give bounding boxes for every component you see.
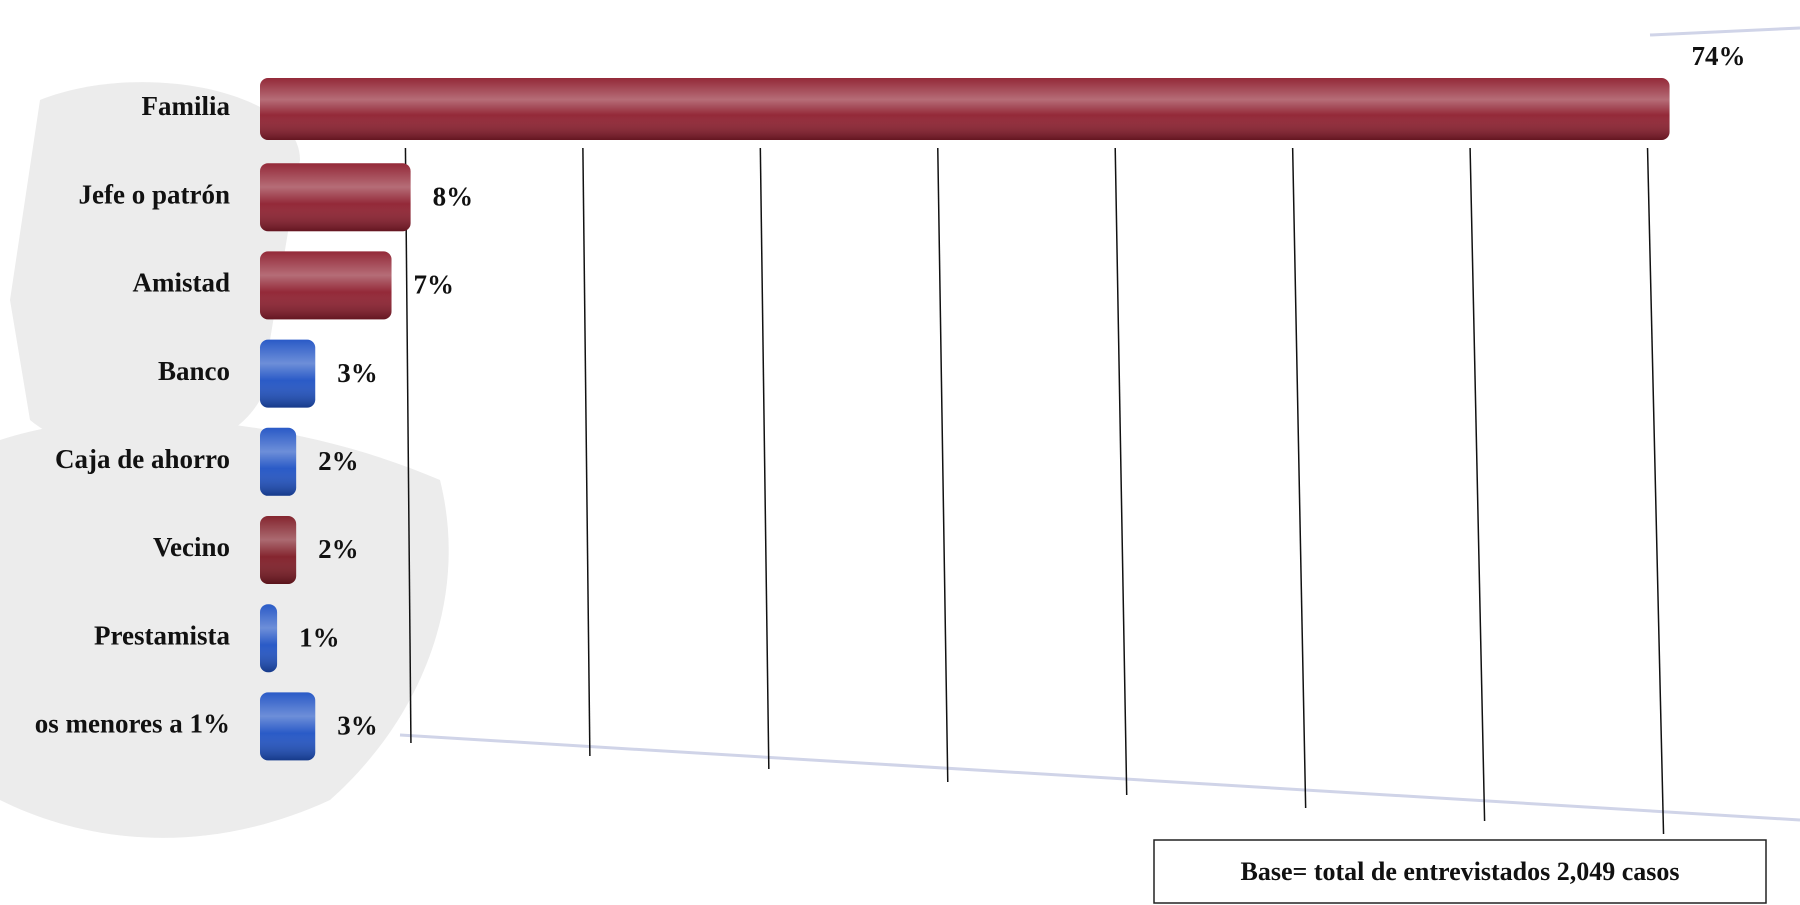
note-box: [1153, 839, 1767, 904]
background-shapes: [0, 82, 449, 838]
back-line: [1649, 26, 1800, 37]
value-label: 1%: [299, 622, 340, 652]
category-label: Banco: [158, 356, 230, 386]
grid-line: [1646, 147, 1665, 835]
category-label: Amistad: [132, 268, 230, 298]
bar-shine: [260, 427, 297, 496]
bar-shine: [260, 604, 278, 673]
grid-line: [937, 147, 949, 783]
grid-line: [1114, 147, 1128, 796]
bar-shine: [260, 692, 316, 761]
grid-line: [1469, 147, 1486, 822]
grid-line: [404, 147, 412, 744]
value-label: 8%: [433, 181, 474, 211]
grid-line: [1291, 147, 1307, 809]
value-label: 3%: [337, 711, 378, 741]
category-label: Vecino: [153, 532, 230, 562]
value-label: 2%: [318, 446, 359, 476]
note: Base= total de entrevistados 2,049 casos: [1241, 857, 1680, 886]
bar-shine: [260, 251, 392, 320]
value-label: 74%: [1692, 41, 1746, 71]
value-label: 7%: [414, 270, 455, 300]
category-label: Caja de ahorro: [55, 444, 230, 474]
bar-shine: [260, 339, 316, 408]
floor-line: [399, 733, 1800, 822]
bar-shine: [260, 516, 297, 584]
grid-line: [759, 147, 770, 770]
value-label: 3%: [337, 358, 378, 388]
value-label: 2%: [318, 534, 359, 564]
category-label: Prestamista: [94, 620, 230, 650]
bars: Familia 74% Jefe o patrón 8% Amistad 7% Banco 3…: [35, 41, 1746, 761]
bar-shine: [260, 163, 411, 232]
grid: [404, 147, 1665, 835]
bar-shine: [260, 78, 1670, 140]
category-label: Jefe o patrón: [79, 179, 230, 209]
grid-line: [582, 147, 591, 757]
category-label: os menores a 1%: [35, 709, 230, 739]
category-label: Familia: [142, 91, 231, 121]
